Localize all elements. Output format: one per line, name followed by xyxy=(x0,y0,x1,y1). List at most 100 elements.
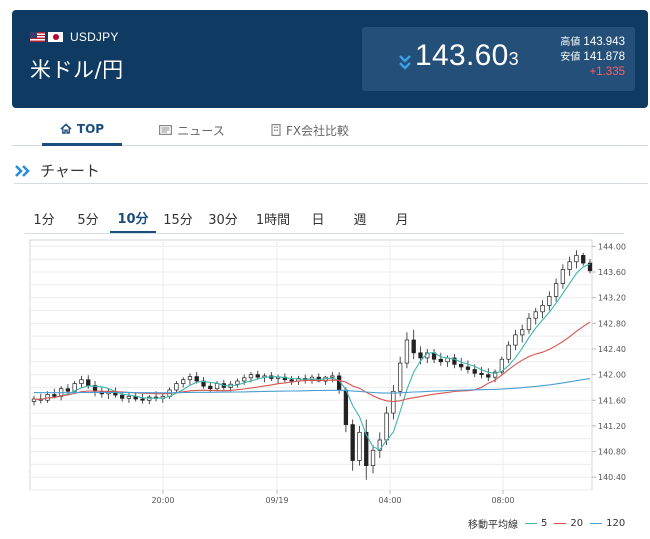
double-chevron-down-icon xyxy=(399,55,411,70)
candle-body xyxy=(316,376,321,382)
tab-top[interactable]: TOP xyxy=(42,114,122,146)
ma-legend: 移動平均線 5 20 120 xyxy=(468,516,625,531)
candle-body xyxy=(486,374,491,378)
pair-row: USDJPY xyxy=(30,30,119,44)
tf-week[interactable]: 週 xyxy=(353,212,367,228)
tab-news[interactable]: ニュース xyxy=(152,114,232,146)
candle-body xyxy=(377,439,382,451)
candle-body xyxy=(567,261,572,270)
candle-body xyxy=(106,391,111,395)
low-label: 安値 xyxy=(560,52,581,63)
low-row: 安値 141.878 xyxy=(560,50,625,65)
y-tick-label: 142.00 xyxy=(598,371,626,380)
candle-body xyxy=(370,449,376,466)
candle-body xyxy=(404,339,410,364)
candle-body xyxy=(431,352,437,360)
ma-legend-5: 5 xyxy=(525,518,547,529)
candle-body xyxy=(174,383,179,391)
candle-body xyxy=(553,283,559,297)
candle-body xyxy=(540,305,545,313)
current-price: 143.603 xyxy=(415,39,519,73)
candle-body xyxy=(242,377,247,382)
tf-5min[interactable]: 5分 xyxy=(77,212,99,228)
tab-news-label: ニュース xyxy=(177,123,225,138)
tf-1min[interactable]: 1分 xyxy=(33,212,55,228)
candle-body xyxy=(31,398,37,402)
tf-30min[interactable]: 30分 xyxy=(208,212,238,228)
ma120-line xyxy=(33,378,591,394)
candle-body xyxy=(65,388,71,392)
candle-body xyxy=(560,269,566,284)
tf-month[interactable]: 月 xyxy=(395,212,409,228)
candle-body xyxy=(452,357,457,365)
tf-1hour[interactable]: 1時間 xyxy=(255,212,291,228)
y-tick-label: 141.20 xyxy=(598,422,626,431)
tf-day[interactable]: 日 xyxy=(311,212,325,228)
candle-body xyxy=(526,317,532,331)
candle-body xyxy=(235,380,240,385)
candle-body xyxy=(303,378,308,381)
candle-body xyxy=(214,383,220,390)
candle-body xyxy=(472,369,477,374)
candle-body xyxy=(208,385,213,390)
candle-body xyxy=(282,376,288,381)
candle-body xyxy=(479,372,484,375)
y-tick-label: 142.40 xyxy=(598,345,626,354)
tf-10min[interactable]: 10分 xyxy=(110,203,156,233)
candle-body xyxy=(262,375,267,378)
tab-fx-compare-label: FX会社比較 xyxy=(285,123,350,138)
high-row: 高値 143.943 xyxy=(560,35,625,50)
candle-body xyxy=(167,389,172,397)
price-main: 143.60 xyxy=(415,39,509,72)
candle-body xyxy=(533,311,538,319)
rate-header: USDJPY 米ドル/円 143.603 高値 143.943 安値 141.878… xyxy=(12,10,648,108)
candle-body xyxy=(187,376,193,381)
high-value: 143.943 xyxy=(583,36,625,48)
tf-15min[interactable]: 15分 xyxy=(163,212,193,228)
y-tick-label: 143.60 xyxy=(598,268,626,277)
ma20-label: 20 xyxy=(570,518,584,529)
tab-top-label: TOP xyxy=(76,121,105,136)
nav-tabs: TOP ニュース FX会社比較 xyxy=(12,114,648,146)
candle-body xyxy=(119,394,125,399)
ma-legend-20: 20 xyxy=(554,518,583,529)
candle-body xyxy=(445,357,450,363)
candle-body xyxy=(438,358,443,363)
x-tick-label: 20:00 xyxy=(151,496,174,505)
price-small-digit: 3 xyxy=(508,49,519,69)
candle-body xyxy=(201,380,206,387)
price-stats: 高値 143.943 安値 141.878 +1.335 xyxy=(560,35,625,80)
candle-body xyxy=(459,364,464,368)
ma120-swatch xyxy=(590,523,603,524)
candle-body xyxy=(79,379,84,384)
ma20-swatch xyxy=(554,523,567,524)
candle-body xyxy=(58,388,64,397)
jp-flag-icon xyxy=(48,32,63,42)
x-tick-label: 04:00 xyxy=(378,496,401,505)
ma5-swatch xyxy=(525,523,537,524)
candle-body xyxy=(99,390,104,395)
candle-body xyxy=(411,339,416,354)
candle-body xyxy=(397,362,403,392)
y-tick-label: 144.00 xyxy=(598,242,626,251)
candle-body xyxy=(248,374,254,379)
candle-body xyxy=(574,255,579,263)
candle-body xyxy=(350,424,355,461)
candle-body xyxy=(153,396,159,399)
candle-body xyxy=(147,396,152,401)
candle-body xyxy=(126,396,132,399)
candle-body xyxy=(506,344,511,360)
candle-body xyxy=(425,352,430,359)
tab-fx-compare[interactable]: FX会社比較 xyxy=(260,114,360,146)
building-icon xyxy=(271,124,281,136)
candle-body xyxy=(289,379,294,382)
timeframe-divider xyxy=(24,233,624,234)
double-chevron-right-icon xyxy=(15,164,30,177)
candle-body xyxy=(160,396,165,399)
low-value: 141.878 xyxy=(583,51,625,63)
section-title: チャート xyxy=(40,162,100,180)
candle-body xyxy=(391,390,396,414)
high-label: 高値 xyxy=(560,37,581,48)
candle-body xyxy=(513,334,518,346)
candle-body xyxy=(492,371,498,378)
